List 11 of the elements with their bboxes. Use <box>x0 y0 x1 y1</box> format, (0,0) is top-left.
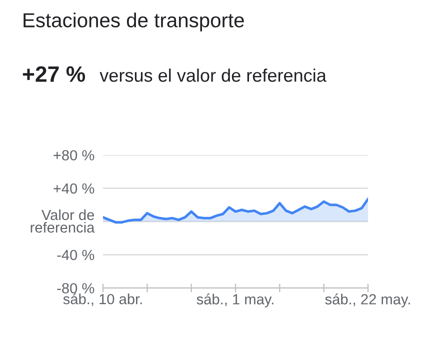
y-tick-label: Valor de referencia <box>30 209 95 233</box>
y-tick-label: -80 % <box>57 283 94 294</box>
text: versus el valor de referencia <box>100 68 326 82</box>
y-tick-label: +40 % <box>54 183 94 194</box>
y-tick-label: +80 % <box>54 150 94 160</box>
y-tick-label: -40 % <box>57 250 94 260</box>
chart-title: Estaciones de transporte <box>24 12 244 32</box>
x-tick-label: sáb., 22 may. <box>325 294 410 308</box>
x-tick-label: sáb., 1 may. <box>196 294 274 308</box>
x-tick-label: sáb., 10 abr. <box>63 293 142 306</box>
chart-subtitle: +27 % <box>22 66 86 82</box>
